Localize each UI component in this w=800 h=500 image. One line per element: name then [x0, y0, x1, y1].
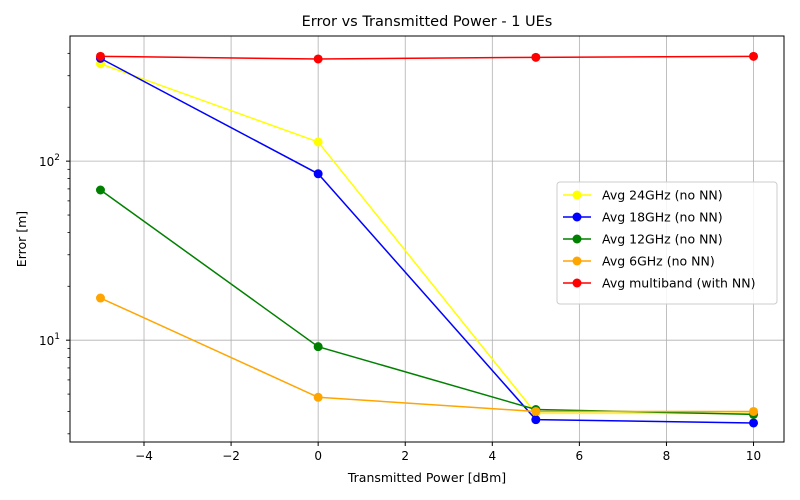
x-tick-label: 10: [746, 449, 761, 463]
series-line: [100, 297, 754, 413]
legend-entry-label: Avg 6GHz (no NN): [602, 254, 715, 269]
series-line: [100, 55, 754, 60]
legend-entry-label: Avg 12GHz (no NN): [602, 232, 723, 247]
x-tick-label: 0: [314, 449, 322, 463]
data-point: [313, 342, 323, 352]
data-point: [95, 51, 105, 61]
data-point: [313, 54, 323, 64]
x-tick-label: 2: [401, 449, 409, 463]
legend-entry-label: Avg 24GHz (no NN): [602, 188, 723, 203]
data-point: [313, 392, 323, 402]
data-point: [531, 52, 541, 62]
x-tick-label: 6: [576, 449, 584, 463]
legend: Avg 24GHz (no NN) Avg 18GHz (no NN) Avg 12…: [556, 181, 778, 305]
data-point: [749, 406, 759, 416]
data-point: [95, 185, 105, 195]
data-point: [95, 293, 105, 303]
legend-entry-label: Avg 18GHz (no NN): [602, 210, 723, 225]
series-line: [100, 57, 754, 424]
data-point: [313, 169, 323, 179]
x-tick-label: −2: [222, 449, 240, 463]
y-tick-label: 101: [39, 332, 60, 348]
series-lines: [95, 51, 759, 428]
legend-marker: [572, 190, 582, 200]
legend-entry-label: Avg multiband (with NN): [602, 276, 755, 291]
x-tick-label: 4: [488, 449, 496, 463]
axis-ticks: −4 −2 0 2 4 6 8 10 101 102: [39, 52, 761, 463]
data-point: [313, 137, 323, 147]
plot-frame: [69, 35, 785, 443]
data-point: [749, 51, 759, 61]
x-tick-label: 8: [663, 449, 671, 463]
legend-box: [556, 181, 778, 305]
data-point: [531, 406, 541, 416]
x-axis-label: Transmitted Power [dBm]: [347, 470, 506, 485]
series-line: [100, 63, 754, 415]
legend-marker: [572, 256, 582, 266]
legend-marker: [572, 278, 582, 288]
chart-title: Error vs Transmitted Power - 1 UEs: [302, 14, 553, 30]
data-point: [531, 415, 541, 425]
y-tick-label: 102: [39, 153, 60, 169]
legend-marker: [572, 212, 582, 222]
x-tick-label: −4: [135, 449, 153, 463]
y-axis-label: Error [m]: [14, 211, 29, 267]
legend-marker: [572, 234, 582, 244]
data-point: [749, 418, 759, 428]
